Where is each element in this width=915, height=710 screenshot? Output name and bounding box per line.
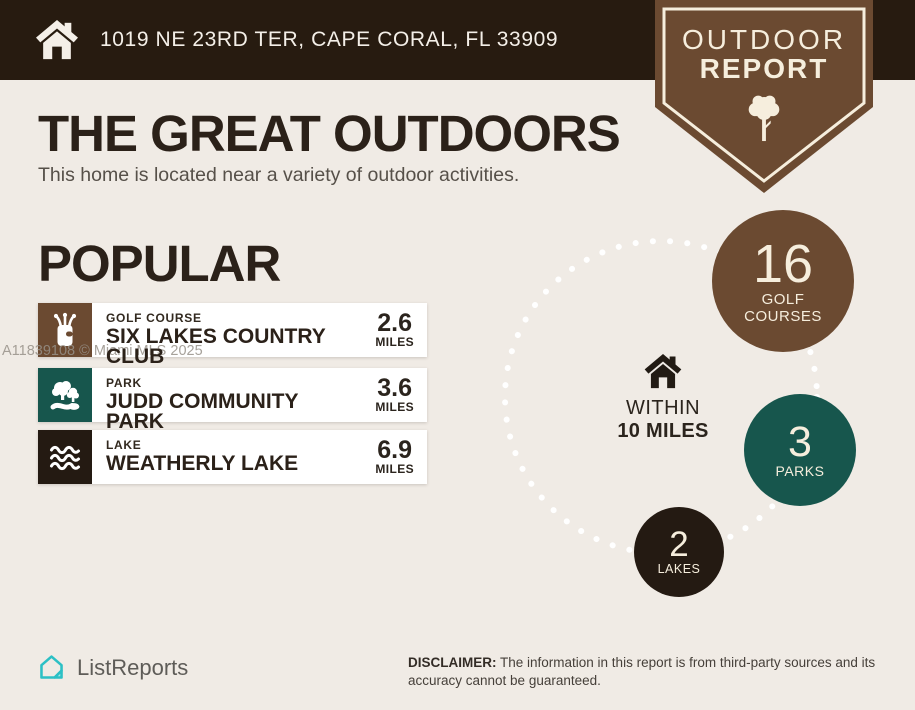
stat-count: 2 [669,525,689,564]
golf-tile [38,303,92,357]
tree-icon [748,95,780,142]
place-name: SIX LAKES COUNTRY CLUB [106,325,326,368]
place-category: LAKE [106,438,142,452]
park-tile [38,368,92,422]
disclaimer-text: DISCLAIMER: The information in this repo… [408,654,886,689]
park-trees-icon [50,381,80,410]
page-title: THE GREAT OUTDOORS [38,105,621,162]
disclaimer-label: DISCLAIMER: [408,655,497,670]
stat-count: 3 [788,418,812,466]
badge-title-line1: OUTDOOR [681,24,847,55]
place-info: LAKE WEATHERLY LAKE [106,438,348,474]
place-name: WEATHERLY LAKE [106,452,299,475]
stat-label: GOLF COURSES [744,291,822,325]
brand-name: ListReports [77,654,189,680]
distance-unit: MILES [375,335,414,349]
place-category: PARK [106,376,142,390]
distance-unit: MILES [375,462,414,476]
place-category: GOLF COURSE [106,311,202,325]
home-icon [644,354,682,389]
place-info: PARK JUDD COMMUNITY PARK [106,376,348,432]
place-card-golf-course: GOLF COURSE SIX LAKES COUNTRY CLUB 2.6 M… [38,303,427,367]
disclaimer-body: The information in this report is from t… [408,655,876,688]
ribbon-shape [655,0,873,193]
stat-count: 16 [752,234,814,294]
golf-bag-icon [53,312,77,346]
listreports-house-icon [40,655,63,679]
distance-value: 2.6 [377,309,413,337]
within-line1: WITHIN [625,397,701,419]
place-distance: 6.9 MILES [375,436,414,477]
stat-circle-lakes: 2 LAKES [634,507,724,597]
within-radius-label: WITHIN 10 MILES [591,353,735,443]
stat-label: LAKES [657,562,701,576]
water-waves-icon [50,445,80,471]
mls-watermark: A11839108 © Miami MLS 2025 [2,343,203,359]
stat-label: PARKS [775,463,825,479]
place-distance: 3.6 MILES [375,374,414,415]
lake-tile [38,430,92,484]
distance-unit: MILES [375,400,414,414]
popular-heading: POPULAR [38,235,281,292]
place-name: JUDD COMMUNITY PARK [106,390,299,433]
place-card-park: PARK JUDD COMMUNITY PARK 3.6 MILES [38,368,427,432]
house-icon [36,19,78,60]
page-subtitle: This home is located near a variety of o… [38,164,520,186]
distance-value: 3.6 [377,374,413,402]
within-line2: 10 MILES [617,420,709,442]
listreports-logo: ListReports [36,652,188,683]
badge-title-line2: REPORT [699,53,829,84]
stat-circle-golf-courses: 16 GOLF COURSES [712,210,854,352]
place-info: GOLF COURSE SIX LAKES COUNTRY CLUB [106,311,348,367]
stat-circle-parks: 3 PARKS [744,394,856,506]
property-address: 1019 NE 23RD TER, CAPE CORAL, FL 33909 [100,28,559,51]
outdoor-report-badge: OUTDOOR REPORT [655,0,873,196]
distance-value: 6.9 [377,436,413,464]
place-card-lake: LAKE WEATHERLY LAKE 6.9 MILES [38,430,427,484]
place-distance: 2.6 MILES [375,309,414,350]
